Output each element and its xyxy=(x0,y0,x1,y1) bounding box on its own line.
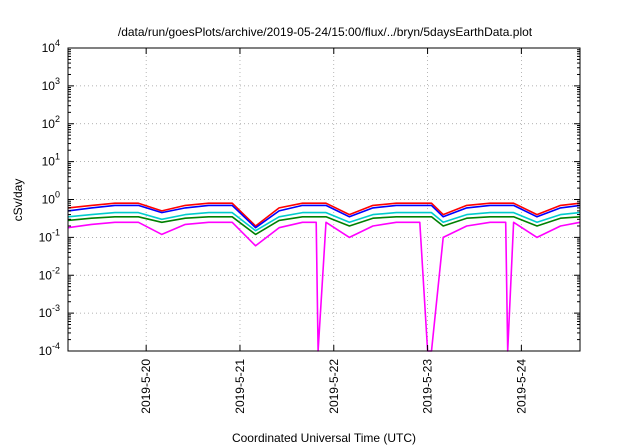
x-tick-label: 2019-5-23 xyxy=(421,359,435,414)
chart-title: /data/run/goesPlots/archive/2019-05-24/1… xyxy=(118,25,533,39)
y-axis: 104 103 102 101 100 10-1 10-2 10-3 10-4 xyxy=(39,38,580,358)
series-line-1 xyxy=(67,202,581,227)
x-axis: 2019-5-20 2019-5-21 2019-5-22 2019-5-23 2019… xyxy=(139,48,528,414)
grid xyxy=(68,48,580,351)
x-tick-label: 2019-5-24 xyxy=(514,359,528,414)
series-group xyxy=(67,202,581,352)
series-line-4 xyxy=(67,216,581,236)
series-line-3 xyxy=(67,211,581,232)
y-tick-label: 10-4 xyxy=(39,341,60,358)
y-axis-label: cSv/day xyxy=(11,179,25,222)
x-tick-label: 2019-5-21 xyxy=(233,359,247,414)
series-line-5 xyxy=(67,221,581,352)
y-tick-label: 101 xyxy=(42,152,60,169)
y-tick-label: 100 xyxy=(42,190,60,207)
y-tick-label: 103 xyxy=(42,76,60,93)
y-tick-label: 104 xyxy=(42,38,60,55)
y-tick-label: 10-3 xyxy=(39,303,60,320)
series-line-2 xyxy=(67,204,581,229)
x-tick-label: 2019-5-22 xyxy=(327,359,341,414)
x-axis-label: Coordinated Universal Time (UTC) xyxy=(232,431,416,445)
y-tick-label: 10-2 xyxy=(39,265,60,282)
y-tick-label: 10-1 xyxy=(39,227,60,244)
x-tick-label: 2019-5-20 xyxy=(139,359,153,414)
y-tick-label: 102 xyxy=(42,114,60,131)
